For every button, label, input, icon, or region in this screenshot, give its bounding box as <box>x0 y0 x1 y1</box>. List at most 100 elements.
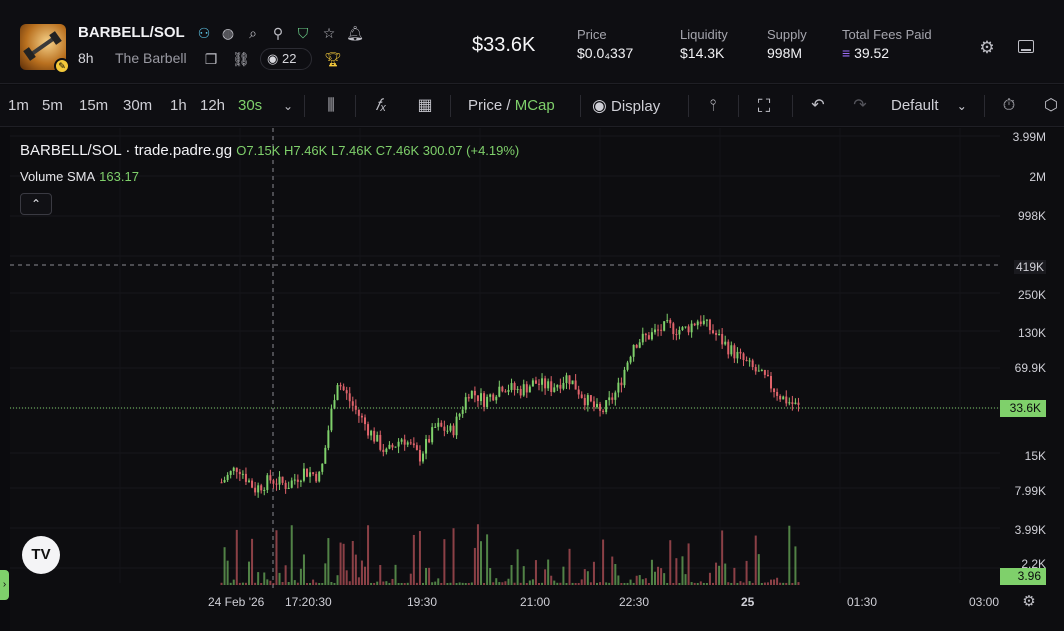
fullscreen-icon[interactable]: ⛶ <box>757 96 771 116</box>
y-tick: 2.2K <box>1021 557 1046 571</box>
templates-grid-icon[interactable]: ▦ <box>417 97 433 114</box>
copy-icon[interactable]: ❐ <box>204 51 218 67</box>
candle-body <box>260 485 263 491</box>
candle-body <box>321 463 324 472</box>
layout-select[interactable]: Default ⌄ <box>891 97 967 114</box>
volume-bar <box>712 582 714 585</box>
link-icon[interactable]: ⚲ <box>272 25 284 41</box>
volume-bar <box>757 554 760 585</box>
candle-body <box>583 397 586 406</box>
replay-icon[interactable]: ⬡ <box>1044 97 1058 114</box>
price-chart[interactable] <box>0 128 1064 631</box>
window-toggle-icon[interactable] <box>1018 37 1038 57</box>
candle-body <box>556 384 559 388</box>
volume-bar <box>400 582 403 585</box>
volume-bar <box>272 582 275 585</box>
viewers-count[interactable]: ◉ 22 <box>260 48 312 70</box>
volume-bar <box>260 582 263 585</box>
volume-bar <box>690 582 693 585</box>
settings-sliders-icon[interactable]: ⫯ <box>709 97 717 114</box>
volume-bar <box>373 583 376 585</box>
undo-icon[interactable]: ↶ <box>811 97 825 114</box>
globe-icon[interactable]: ◍ <box>221 25 235 41</box>
candle-body <box>351 401 354 406</box>
candle-body <box>284 482 287 489</box>
settings-gear-icon[interactable]: ⚙ <box>979 38 995 57</box>
volume-bar <box>739 581 742 585</box>
candle-body <box>635 344 638 348</box>
chain-link-icon[interactable]: ⛓ <box>232 51 250 67</box>
candle-body <box>629 356 632 363</box>
volume-bar <box>766 582 769 585</box>
alert-clock-icon[interactable]: ⏱ <box>1002 97 1016 114</box>
candle-body <box>730 345 733 355</box>
timeframe-5m[interactable]: 5m <box>42 97 63 114</box>
candle-body <box>357 409 360 416</box>
volume-bar <box>727 582 730 585</box>
axis-settings-gear-icon[interactable]: ⚙ <box>1022 593 1036 610</box>
display-button[interactable]: ◉ Display <box>592 95 660 117</box>
chart-pane[interactable] <box>10 128 1064 631</box>
tradingview-logo[interactable]: TV <box>22 536 60 574</box>
indicators-fx-icon[interactable]: 𝑓ₓ <box>375 97 387 114</box>
candle-body <box>739 351 742 354</box>
search-icon[interactable]: ⌕ <box>249 25 257 41</box>
eye-icon: ◉ <box>592 96 607 115</box>
price-toggle-label[interactable]: Price <box>468 97 503 114</box>
volume-bar <box>418 531 421 585</box>
volume-bar <box>684 574 687 585</box>
candle-body <box>773 388 776 393</box>
collapse-legend-button[interactable]: ⌃ <box>20 193 52 215</box>
candle-body <box>672 323 675 335</box>
drawing-toolbar-toggle[interactable]: › <box>0 570 9 600</box>
volume-bar <box>360 560 363 585</box>
candle-body <box>296 479 299 482</box>
timeframe-12h[interactable]: 12h <box>200 97 226 114</box>
volume-bar <box>620 582 623 585</box>
volume-bar <box>220 582 223 585</box>
timeframe-1h[interactable]: 1h <box>170 97 187 114</box>
volume-bar <box>565 582 568 585</box>
candle-body <box>449 425 452 431</box>
bell-icon[interactable]: 🔔︎ <box>346 25 364 41</box>
candle-body <box>379 434 382 450</box>
trophy-icon[interactable]: 🏆︎ <box>324 51 342 67</box>
candle-body <box>376 434 379 442</box>
divider <box>450 95 451 117</box>
volume-bar <box>287 581 290 585</box>
high-value: 7.46K <box>293 143 328 158</box>
candle-body <box>467 397 470 399</box>
volume-bar <box>391 578 394 585</box>
holders-icon[interactable]: ⚇ <box>197 25 211 41</box>
candle-body <box>708 319 711 331</box>
timeframe-30m[interactable]: 30m <box>123 97 153 114</box>
divider <box>738 95 739 117</box>
candle-body <box>473 390 476 396</box>
candles-icon[interactable]: ⫼ <box>327 97 335 114</box>
volume-bar <box>568 548 571 585</box>
volume-bar <box>745 560 748 585</box>
timeframe-1m[interactable]: 1m <box>8 97 29 114</box>
candle-body <box>580 394 583 398</box>
volume-bar <box>513 582 516 585</box>
volume-bar <box>299 568 302 585</box>
redo-icon[interactable]: ↷ <box>853 97 867 114</box>
volume-bar <box>782 582 785 585</box>
price-mcap-toggle[interactable]: Price / MCap <box>468 97 555 114</box>
volume-bar <box>638 575 641 585</box>
timeframe-15m[interactable]: 15m <box>79 97 109 114</box>
volume-bar <box>266 579 269 585</box>
star-icon[interactable]: ☆ <box>322 25 336 41</box>
chevron-down-icon[interactable]: ⌄ <box>282 99 294 113</box>
volume-bar <box>464 582 467 585</box>
volume-bar <box>550 575 553 585</box>
mcap-toggle-label[interactable]: MCap <box>514 97 555 114</box>
volume-bar <box>794 546 797 585</box>
candle-body <box>397 441 400 447</box>
timeframe-30s[interactable]: 30s <box>238 97 263 114</box>
volume-bar <box>708 572 711 585</box>
volume-bar <box>608 582 611 585</box>
shield-icon[interactable]: ⛉ <box>297 25 309 41</box>
candle-body <box>589 395 592 402</box>
candle-body <box>687 326 690 333</box>
